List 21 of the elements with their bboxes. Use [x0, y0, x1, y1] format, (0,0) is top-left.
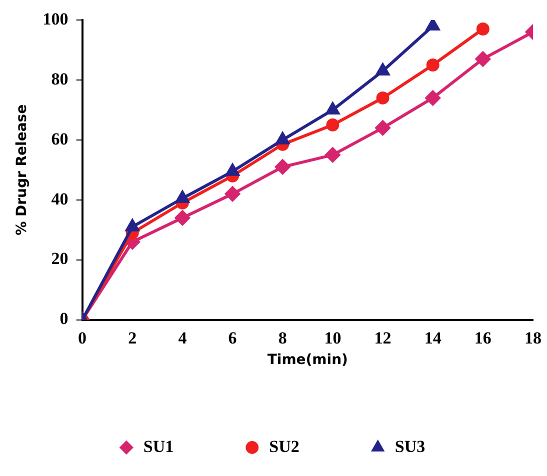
x-axis-title: Time(min)	[267, 352, 348, 368]
x-tick-label: 16	[474, 328, 492, 348]
y-tick-label: 60	[51, 129, 68, 148]
y-tick-label: 20	[51, 249, 68, 268]
x-tick-label: 2	[128, 328, 137, 348]
x-tick-label: 18	[524, 328, 542, 348]
x-tick-label: 8	[278, 328, 287, 348]
legend-label: SU1	[143, 436, 174, 456]
x-tick-label: 6	[228, 328, 237, 348]
x-tick-label: 4	[178, 328, 188, 348]
legend-label: SU2	[269, 436, 300, 456]
y-tick-label: 40	[51, 189, 68, 208]
x-tick-label: 14	[424, 328, 442, 348]
y-tick-label: 0	[60, 309, 68, 328]
y-tick-label: 100	[42, 9, 68, 28]
x-tick-label: 10	[324, 328, 342, 348]
legend-label: SU3	[394, 436, 426, 456]
x-tick-label: 0	[78, 328, 87, 348]
y-tick-label: 80	[51, 69, 68, 88]
x-tick-label: 12	[374, 328, 392, 348]
y-axis-title: % Drugr Release	[14, 104, 30, 236]
